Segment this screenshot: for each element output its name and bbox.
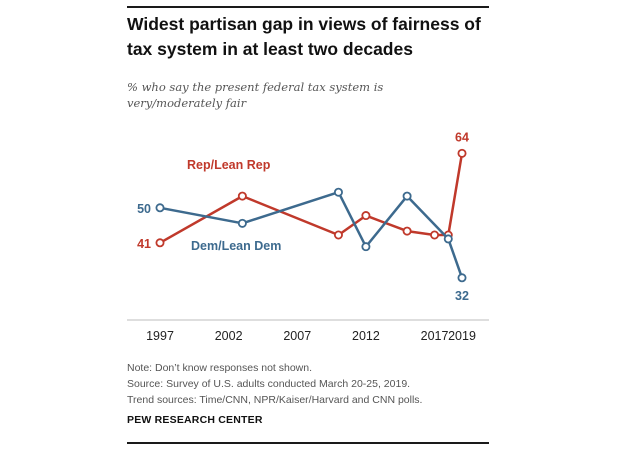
data-point <box>333 187 343 197</box>
chart-title: Widest partisan gap in views of fairness… <box>127 14 481 59</box>
data-point <box>155 238 165 248</box>
source-line: Source: Survey of U.S. adults conducted … <box>127 378 411 390</box>
data-point <box>333 230 343 240</box>
notes: Note: Don’t know responses not shown. So… <box>127 360 489 408</box>
data-label: 64 <box>455 130 469 144</box>
x-tick-label: 2017 <box>421 329 449 343</box>
data-label: 50 <box>137 202 151 216</box>
data-label: 41 <box>137 237 151 251</box>
x-tick-label: 2012 <box>352 329 380 343</box>
data-point <box>155 203 165 213</box>
trend-source-line: Trend sources: Time/CNN, NPR/Kaiser/Harv… <box>127 394 423 406</box>
series-label: Rep/Lean Rep <box>187 158 271 172</box>
data-point <box>402 226 412 236</box>
bottom-rule <box>127 442 489 444</box>
top-rule <box>127 6 489 8</box>
data-point <box>430 230 440 240</box>
series-line <box>159 190 464 279</box>
data-point <box>457 273 467 283</box>
chart-subtitle: % who say the present federal tax system… <box>127 80 384 110</box>
data-point <box>361 211 371 221</box>
x-tick-label: 2007 <box>283 329 311 343</box>
data-point <box>237 191 247 201</box>
x-tick-label: 2019 <box>448 329 476 343</box>
data-point <box>443 234 453 244</box>
note-line: Note: Don’t know responses not shown. <box>127 362 313 374</box>
x-tick-label: 2002 <box>215 329 243 343</box>
data-label: 32 <box>455 289 469 303</box>
series-label: Dem/Lean Dem <box>191 239 281 253</box>
x-tick-label: 1997 <box>146 329 174 343</box>
data-point <box>457 148 467 158</box>
data-point <box>361 242 371 252</box>
org-credit: PEW RESEARCH CENTER <box>127 414 263 426</box>
data-point <box>237 218 247 228</box>
data-point <box>402 191 412 201</box>
